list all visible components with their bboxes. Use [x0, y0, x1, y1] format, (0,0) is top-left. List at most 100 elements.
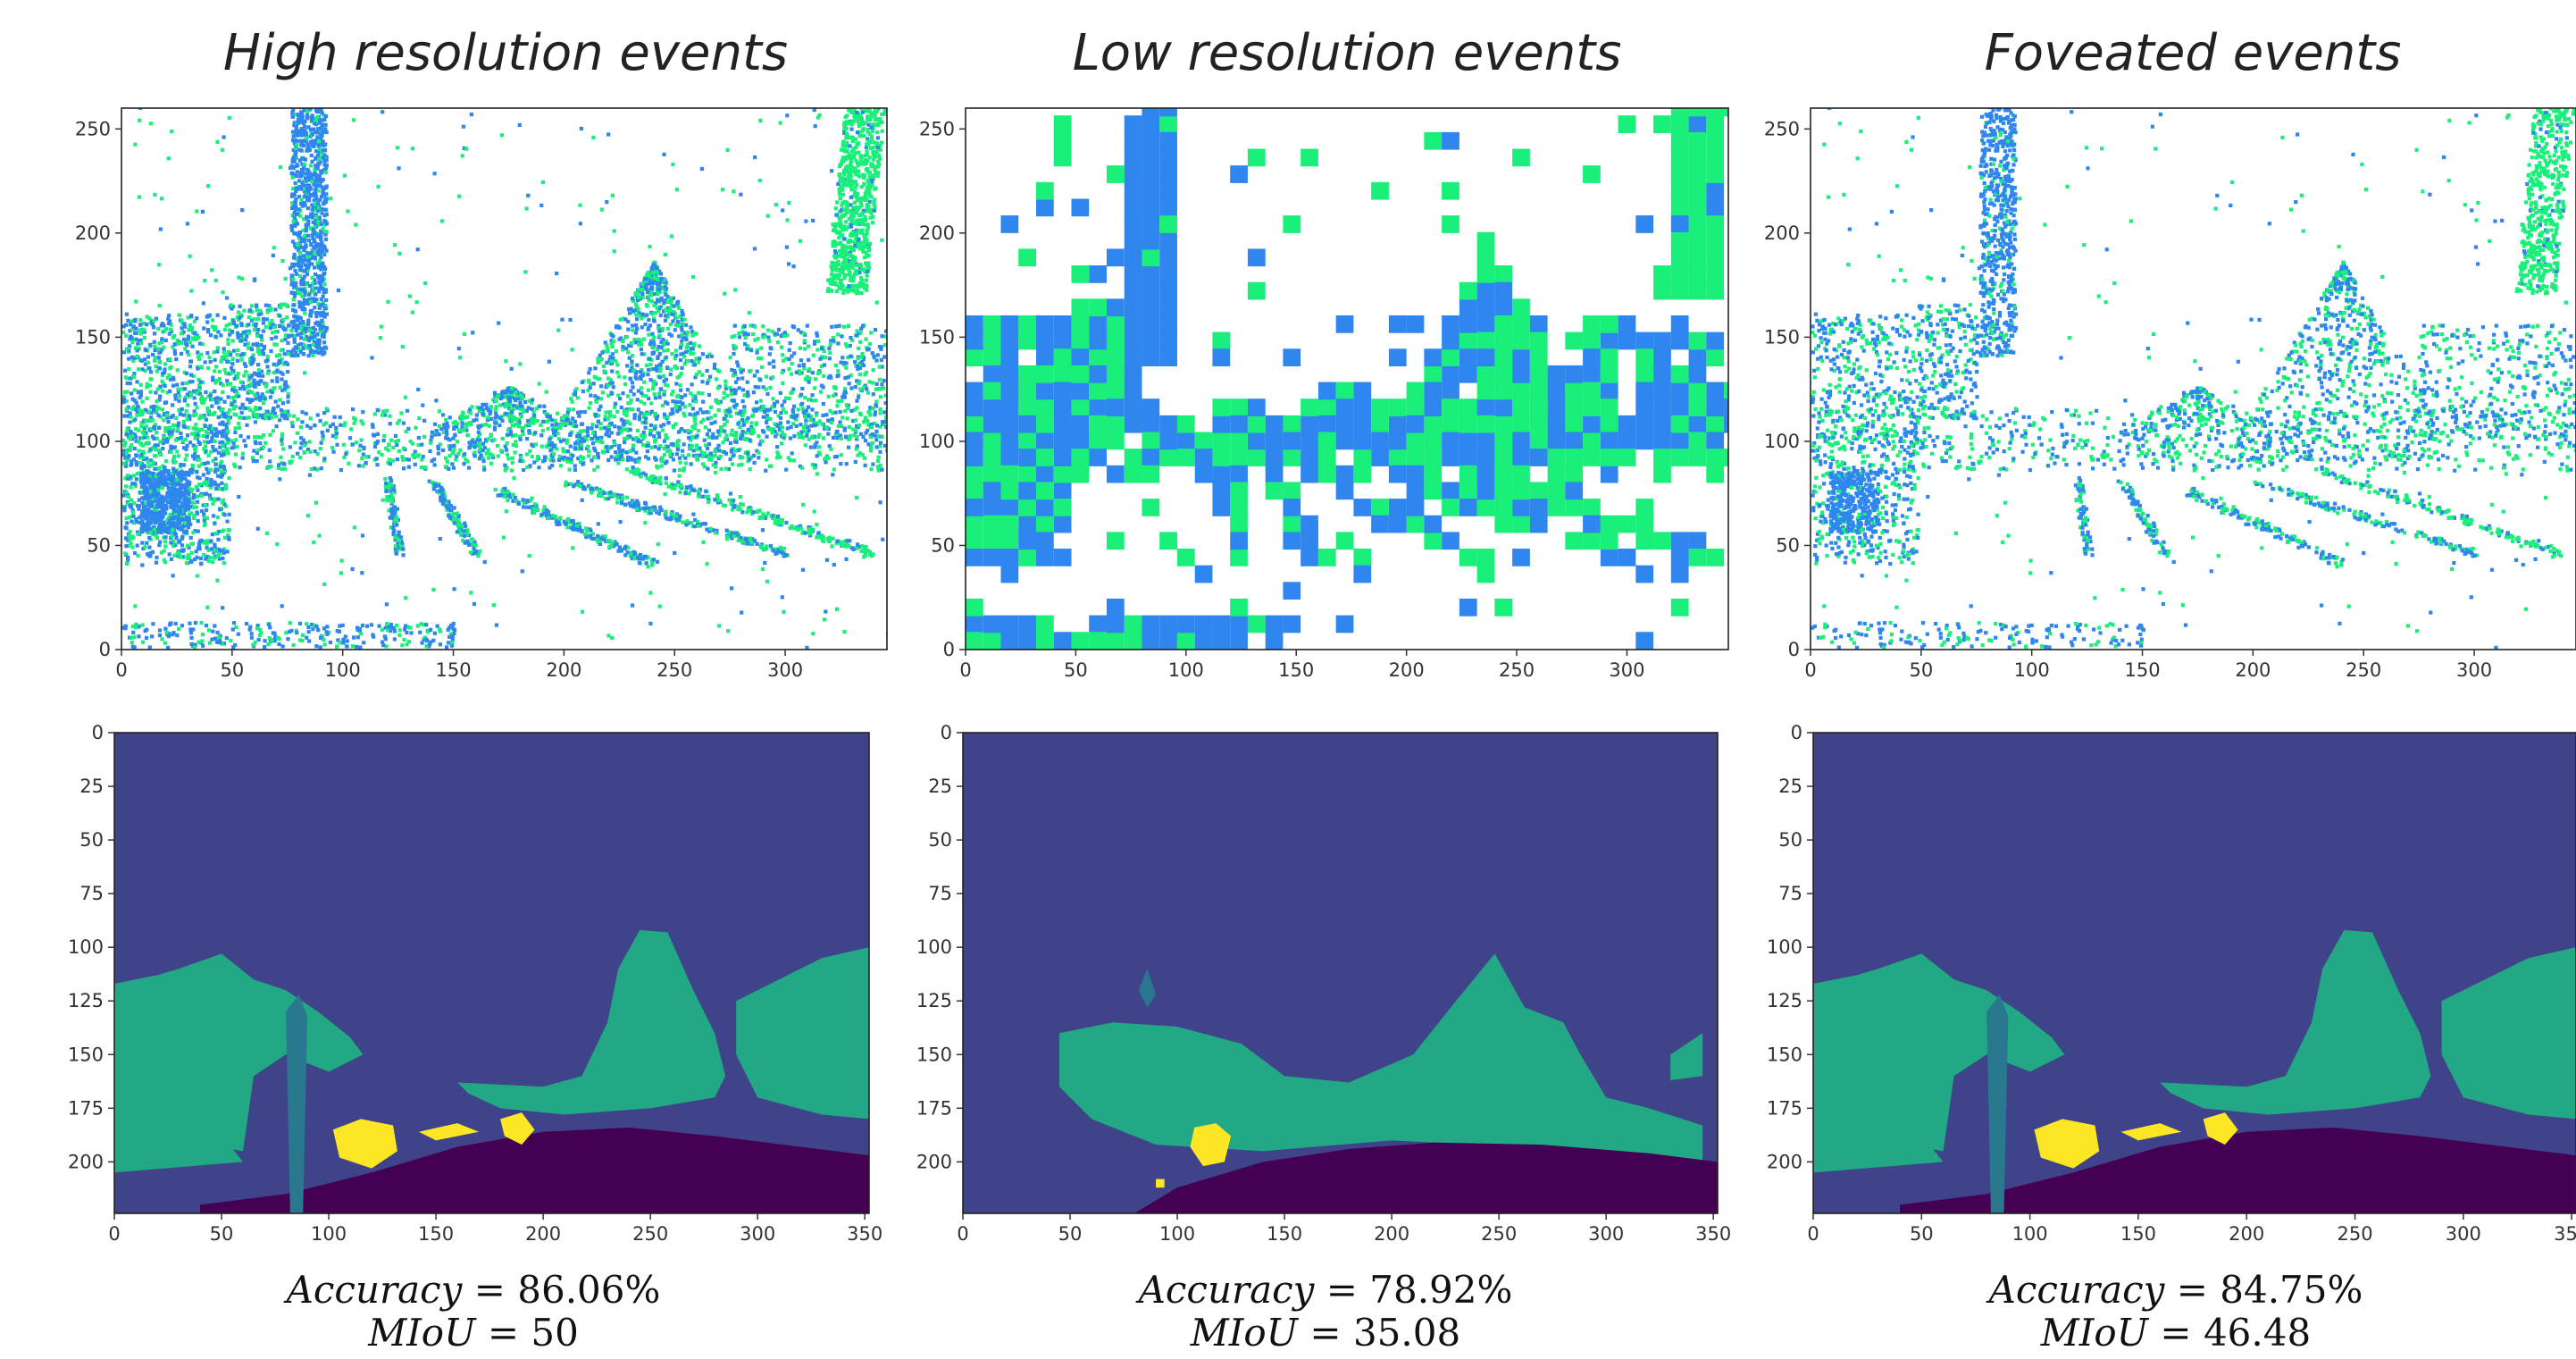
event-point: [140, 399, 145, 404]
event-point: [643, 314, 648, 318]
event-point: [254, 323, 258, 328]
event-point: [157, 350, 162, 355]
event-point: [322, 193, 327, 197]
event-point: [179, 492, 183, 498]
event-point: [630, 362, 634, 366]
event-point: [859, 355, 864, 359]
event-point: [652, 379, 657, 383]
event-point: [668, 300, 673, 305]
event-point: [314, 222, 318, 226]
event-point: [138, 395, 142, 399]
event-point: [177, 482, 181, 487]
event-point: [657, 323, 661, 328]
event-point: [623, 317, 628, 322]
event-point: [146, 360, 151, 365]
event-point: [127, 366, 131, 372]
event-point: [707, 410, 711, 415]
event-point: [660, 326, 665, 331]
event-point: [565, 440, 569, 445]
event-point: [839, 208, 844, 213]
event-point: [681, 335, 685, 340]
event-point: [168, 512, 172, 516]
event-point: [840, 203, 844, 207]
event-point: [156, 481, 161, 486]
event-point: [829, 339, 833, 343]
event-point: [320, 318, 324, 323]
event-point: [688, 443, 692, 448]
event-point: [291, 165, 296, 171]
event-point: [657, 287, 662, 291]
event-point: [163, 511, 168, 516]
event-point: [509, 386, 514, 390]
event-point: [603, 417, 607, 422]
event-point: [197, 377, 201, 382]
event-point: [269, 348, 273, 354]
event-point: [164, 326, 169, 331]
event-point: [244, 330, 248, 334]
event-point: [233, 404, 238, 408]
event-point: [652, 260, 657, 265]
event-point: [681, 401, 685, 406]
event-point: [146, 520, 151, 524]
event-point: [128, 434, 133, 440]
event-point: [121, 439, 126, 443]
event-point: [617, 337, 622, 341]
event-point: [865, 278, 869, 282]
event-point: [514, 440, 518, 444]
event-point: [179, 471, 183, 475]
event-point: [188, 414, 192, 418]
event-point: [205, 476, 209, 482]
event-point: [255, 372, 259, 376]
event-point: [222, 315, 227, 320]
event-point: [792, 351, 797, 356]
event-point: [304, 131, 308, 136]
event-point: [652, 276, 657, 281]
event-point: [259, 379, 263, 383]
event-point: [244, 415, 248, 421]
event-point: [142, 483, 146, 488]
event-point: [179, 432, 183, 436]
event-point: [285, 416, 289, 421]
event-point: [317, 147, 322, 151]
event-point: [772, 401, 777, 406]
event-point: [297, 273, 302, 278]
event-point: [842, 276, 847, 281]
event-point: [838, 230, 842, 234]
event-point: [173, 469, 178, 474]
event-point: [153, 494, 157, 499]
event-point: [589, 382, 593, 387]
event-point: [634, 376, 639, 381]
event-point: [322, 117, 327, 122]
event-point: [833, 432, 839, 436]
event-point: [646, 373, 650, 377]
event-point: [272, 370, 276, 375]
event-point: [196, 519, 200, 524]
event-point: [194, 505, 198, 509]
event-point: [659, 345, 664, 350]
event-point: [519, 415, 524, 419]
event-point: [866, 137, 870, 141]
event-point: [866, 423, 871, 427]
event-point: [225, 448, 230, 453]
event-point: [744, 431, 749, 435]
event-point: [855, 130, 860, 135]
event-point: [143, 347, 147, 352]
event-point: [128, 448, 133, 452]
event-point: [826, 394, 831, 398]
event-point: [661, 343, 665, 348]
event-point: [523, 399, 528, 405]
event-point: [573, 419, 577, 424]
event-point: [166, 420, 171, 424]
event-point: [606, 383, 611, 388]
event-point: [176, 510, 180, 515]
event-point: [732, 388, 737, 392]
event-point: [651, 338, 656, 342]
event-point: [690, 407, 695, 411]
event-point: [250, 398, 255, 402]
event-point: [121, 493, 126, 498]
event-point: [181, 330, 186, 334]
event-point: [315, 261, 320, 265]
event-point: [255, 341, 260, 346]
event-point: [196, 457, 200, 462]
event-point: [752, 373, 757, 378]
